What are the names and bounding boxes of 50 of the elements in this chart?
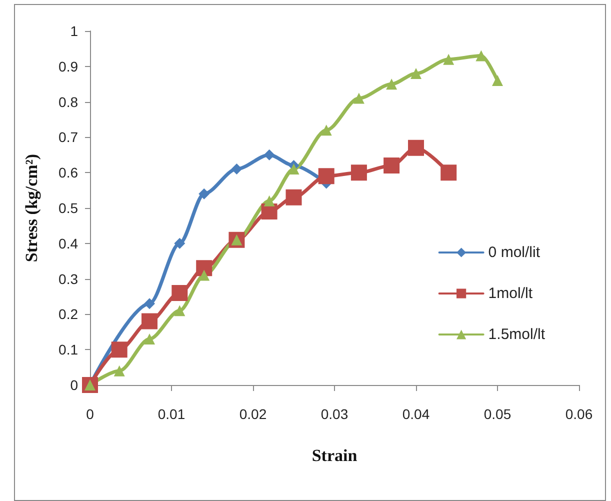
point	[231, 164, 242, 175]
point	[174, 238, 186, 249]
y-tick-label: 0.2	[58, 306, 78, 322]
y-tick-label: 0.1	[58, 342, 78, 358]
point	[198, 188, 210, 200]
y-tick-label: 0.8	[58, 94, 78, 110]
y-tick-label: 0.7	[58, 129, 78, 146]
point	[384, 158, 400, 174]
x-tick-label: 0.05	[484, 406, 512, 422]
point	[144, 333, 155, 344]
point	[318, 168, 334, 184]
point	[172, 284, 188, 301]
point	[264, 149, 275, 160]
x-tick-label: 0.04	[402, 406, 430, 422]
y-tick-label: 0.5	[58, 200, 78, 216]
point	[114, 365, 125, 376]
point	[353, 92, 364, 104]
x-axis-title: Strain	[312, 446, 358, 465]
x-tick-label: 0.02	[239, 406, 267, 422]
point	[264, 195, 275, 206]
y-tick-label: 0.9	[58, 58, 78, 74]
y-tick-label: 0.3	[58, 270, 78, 287]
y-axis-title: Stress (kg/cm²)	[22, 154, 41, 262]
point	[492, 75, 503, 86]
x-tick-label: 0.01	[158, 406, 186, 422]
y-tick-label: 0.6	[58, 164, 78, 181]
y-tick-label: 0.4	[58, 235, 78, 252]
point	[198, 270, 210, 281]
point	[440, 164, 457, 181]
legend-label: 1mol/lt	[488, 285, 534, 302]
legend-label: 1.5mol/lt	[488, 326, 546, 343]
point	[350, 164, 367, 181]
point	[320, 124, 332, 136]
point	[386, 78, 398, 90]
point	[286, 189, 302, 206]
x-tick-label: 0.06	[565, 406, 593, 422]
point	[408, 140, 424, 156]
point	[141, 313, 158, 330]
point	[111, 342, 128, 358]
point	[443, 54, 454, 65]
y-tick-label: 1	[70, 23, 78, 39]
point	[174, 305, 186, 316]
point	[288, 164, 300, 175]
x-tick-label: 0.03	[320, 406, 348, 422]
point	[196, 260, 212, 276]
point	[144, 298, 155, 310]
point	[410, 68, 422, 79]
x-tick-label: 0	[86, 406, 94, 422]
legend-label: 0 mol/lit	[488, 244, 541, 261]
y-tick-label: 0	[70, 377, 78, 393]
